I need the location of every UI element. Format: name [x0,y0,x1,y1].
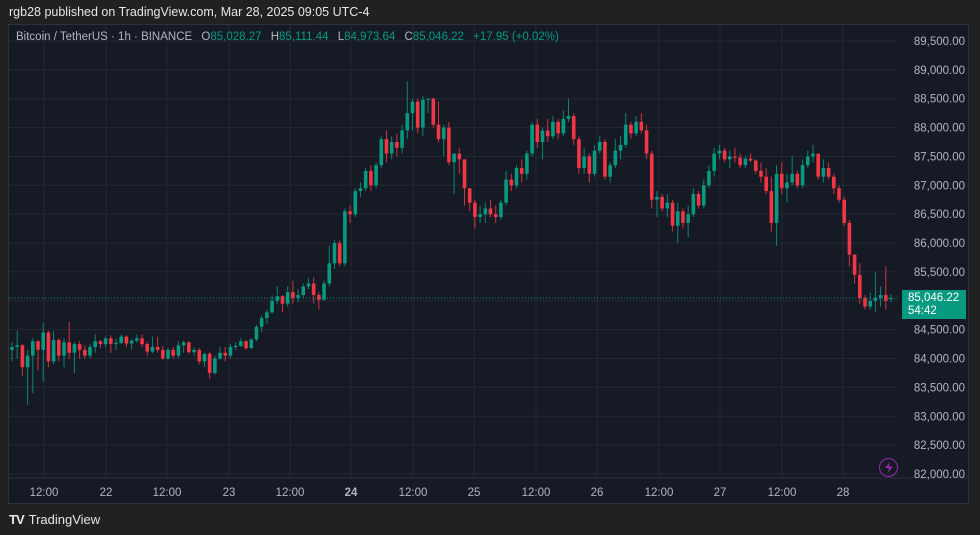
tradingview-logo-icon: TV [9,512,25,527]
time-tick-label: 12:00 [276,487,305,499]
close-label: C [404,31,413,43]
footer-brand[interactable]: TV TradingView [9,512,100,527]
price-tick-label: 88,000.00 [914,123,965,135]
price-tick-label: 87,000.00 [914,180,965,192]
low-value: 84,973.64 [344,31,396,43]
price-tick-label: 82,500.00 [914,440,965,452]
open-value: 85,028.27 [210,31,262,43]
last-price-badge: 85,046.22 54:42 [902,290,966,320]
time-tick-label: 12:00 [30,487,59,499]
price-tick-label: 88,500.00 [914,94,965,106]
price-tick-label: 86,500.00 [914,209,965,221]
close-value: 85,046.22 [412,31,464,43]
open-label: O [201,31,211,43]
time-tick-label: 25 [468,487,481,499]
high-label: H [270,31,280,43]
price-tick-label: 85,500.00 [914,267,965,279]
lightning-button[interactable] [879,458,898,477]
time-tick-label: 23 [223,487,236,499]
price-tick-label: 89,000.00 [914,65,965,77]
candles [10,81,893,405]
price-tick-label: 84,000.00 [914,354,965,366]
time-tick-label: 12:00 [768,487,797,499]
price-tick-label: 87,500.00 [914,151,965,163]
published-caption: rgb28 published on TradingView.com, Mar … [9,5,370,19]
price-tick-label: 84,500.00 [914,325,965,337]
time-tick-label: 22 [100,487,113,499]
time-tick-label: 27 [714,487,727,499]
price-tick-label: 82,000.00 [914,469,965,481]
price-tick-label: 86,000.00 [914,238,965,250]
time-tick-label: 24 [345,487,358,499]
time-tick-label: 12:00 [522,487,551,499]
bar-countdown: 54:42 [908,305,937,318]
time-tick-label: 12:00 [399,487,428,499]
high-value: 85,111.44 [279,31,329,43]
time-tick-label: 28 [837,487,850,499]
price-tick-label: 83,000.00 [914,411,965,423]
chart-panel[interactable] [8,24,969,504]
low-label: L [337,31,345,43]
time-axis[interactable]: 12:00 22 12:00 23 12:00 24 12:00 25 12:00 26 12:00… [30,487,850,499]
price-tick-label: 89,500.00 [914,36,965,48]
symbol-legend: Bitcoin / TetherUS · 1h · BINANCE O85,02… [16,31,559,43]
symbol-name: Bitcoin / TetherUS · 1h · BINANCE [16,31,193,43]
brand-name: TradingView [28,512,101,527]
time-tick-label: 12:00 [153,487,182,499]
lightning-icon [884,462,893,473]
change-value: +17.95 (+0.02%) [473,31,559,43]
last-price-value: 85,046.22 [908,292,960,305]
grid-lines [9,25,968,479]
price-axis[interactable]: 89,500.00 89,000.00 88,500.00 88,000.00 87,5… [914,36,965,481]
time-tick-label: 12:00 [645,487,674,499]
price-tick-label: 83,500.00 [914,382,965,394]
time-tick-label: 26 [591,487,604,499]
